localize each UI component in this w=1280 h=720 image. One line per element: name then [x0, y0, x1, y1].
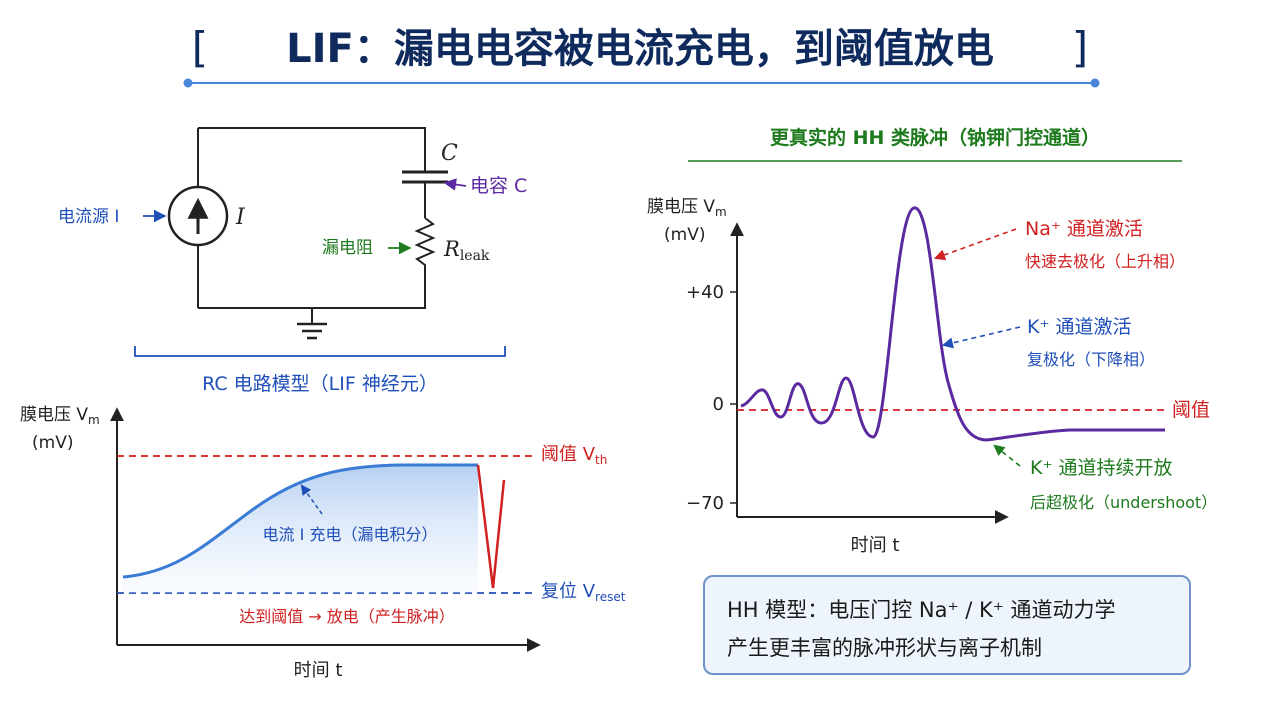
capacitor-pointer — [443, 178, 467, 191]
lif-y-axis-label: 膜电压 Vm — [20, 405, 100, 427]
resistor-zigzag — [414, 217, 436, 270]
current-source-label: 电流源 I — [58, 207, 119, 227]
hh-tick-label-0: 0 — [713, 394, 724, 415]
lif-charge-area — [123, 465, 478, 593]
title-block: [ LIF：漏电电容被电流充电，到阈值放电 ] — [183, 23, 1100, 88]
title-underline-dot-right — [1090, 78, 1100, 88]
hh-k2-pointer — [993, 444, 1021, 467]
lif-y-axis-unit: (mV) — [32, 433, 73, 453]
lif-charge-annotation: 电流 I 充电（漏电积分） — [263, 525, 438, 544]
hh-k-desc: 复极化（下降相） — [1027, 350, 1155, 369]
circuit-caption: RC 电路模型（LIF 神经元） — [202, 373, 438, 395]
capacitor-label: 电容 C — [470, 175, 527, 197]
lif-y-axis-label-sub: m — [88, 413, 100, 427]
hh-threshold-label: 阈值 — [1172, 399, 1210, 421]
resistor-label: 漏电阻 — [322, 238, 373, 258]
lif-spike-line — [476, 464, 506, 589]
hh-x-axis-label: 时间 t — [851, 535, 900, 556]
capacitor-symbol: C — [441, 141, 458, 166]
title-bracket-right: ] — [1072, 23, 1088, 72]
lif-reset-sub: reset — [595, 590, 626, 604]
resistor-subscript: leak — [460, 248, 490, 264]
resistor-symbol: Rleak — [443, 237, 490, 264]
rc-circuit — [167, 127, 448, 340]
hh-note-line1: HH 模型：电压门控 Na⁺ / K⁺ 通道动力学 — [727, 598, 1116, 622]
circuit-wire-top — [198, 127, 426, 172]
hh-k-label: K⁺ 通道激活 — [1027, 316, 1132, 338]
lif-x-axis-label: 时间 t — [294, 660, 343, 681]
hh-note-box: HH 模型：电压门控 Na⁺ / K⁺ 通道动力学 产生更丰富的脉冲形状与离子机… — [703, 575, 1191, 675]
hh-tick-label-40: +40 — [686, 282, 724, 303]
hh-na-desc: 快速去极化（上升相） — [1025, 252, 1185, 271]
hh-note-line2: 产生更丰富的脉冲形状与离子机制 — [727, 636, 1042, 660]
lif-voltage-curve — [122, 463, 478, 579]
page-title: LIF：漏电电容被电流充电，到阈值放电 — [286, 26, 994, 72]
hh-na-label: Na⁺ 通道激活 — [1025, 218, 1143, 240]
hh-y-axis-unit: (mV) — [664, 225, 705, 245]
circuit-wire-bottom — [198, 270, 426, 309]
hh-voltage-curve — [740, 206, 1165, 442]
lif-threshold-sub: th — [595, 453, 607, 467]
hh-y-axis-label: 膜电压 Vm — [647, 197, 727, 219]
hh-k2-label: K⁺ 通道持续开放 — [1030, 457, 1173, 479]
lif-fire-annotation: 达到阈值 → 放电（产生脉冲） — [239, 607, 455, 626]
hh-y-axis-label-sub: m — [715, 205, 727, 219]
hh-chart: 更真实的 HH 类脉冲（钠钾门控通道） 膜电压 Vm (mV) +40 0 −7… — [647, 126, 1217, 556]
lif-chart: 膜电压 Vm (mV) 电流 I 充电（漏电积分） 阈值 Vth 复位 Vres… — [20, 405, 626, 681]
hh-k2-desc: 后超极化（undershoot） — [1030, 493, 1217, 512]
current-source-symbol: I — [235, 205, 246, 230]
title-underline-dot-left — [183, 78, 193, 88]
circuit-caption-brace — [134, 346, 506, 357]
hh-tick-label-70: −70 — [686, 493, 724, 514]
lif-threshold-label: 阈值 Vth — [541, 444, 607, 467]
hh-na-pointer — [933, 228, 1017, 261]
title-bracket-left: [ — [192, 23, 208, 72]
hh-k-pointer — [941, 326, 1021, 349]
lif-charge-pointer — [300, 484, 323, 515]
hh-heading: 更真实的 HH 类脉冲（钠钾门控通道） — [770, 126, 1100, 149]
lif-reset-label: 复位 Vreset — [541, 581, 626, 604]
